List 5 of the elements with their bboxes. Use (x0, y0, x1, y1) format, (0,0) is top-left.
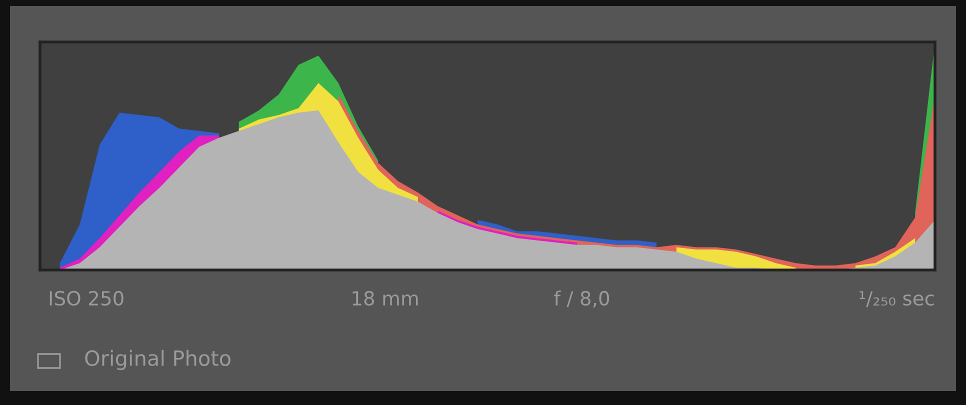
text: f / 8,0 (554, 290, 610, 308)
text: ISO 250 (50, 290, 124, 306)
text: ¹/₂₅₀ sec (860, 291, 934, 308)
text: Original Photo (85, 350, 230, 370)
text: 18 mm (352, 290, 418, 306)
